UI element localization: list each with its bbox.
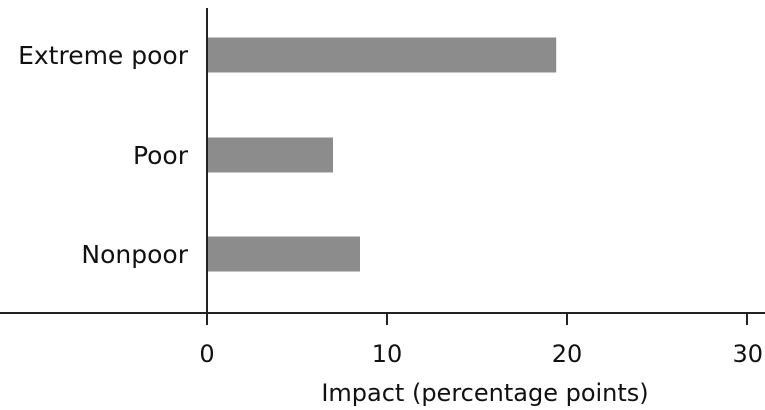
x-tick-label: 0 bbox=[199, 340, 214, 368]
x-tick-label: 30 bbox=[732, 340, 763, 368]
bar-poor bbox=[207, 137, 333, 173]
category-labels: Extreme poor Poor Nonpoor bbox=[18, 41, 189, 269]
x-tick-label: 20 bbox=[552, 340, 583, 368]
category-label: Nonpoor bbox=[81, 240, 188, 269]
bars-group bbox=[207, 37, 557, 272]
category-label: Extreme poor bbox=[18, 41, 189, 70]
x-tick-label: 10 bbox=[372, 340, 403, 368]
bar-nonpoor bbox=[207, 236, 360, 272]
x-axis-ticks: 0 10 20 30 bbox=[199, 313, 763, 368]
category-label: Poor bbox=[133, 141, 189, 170]
x-axis-title: Impact (percentage points) bbox=[321, 379, 648, 407]
bar-extreme-poor bbox=[207, 37, 557, 73]
